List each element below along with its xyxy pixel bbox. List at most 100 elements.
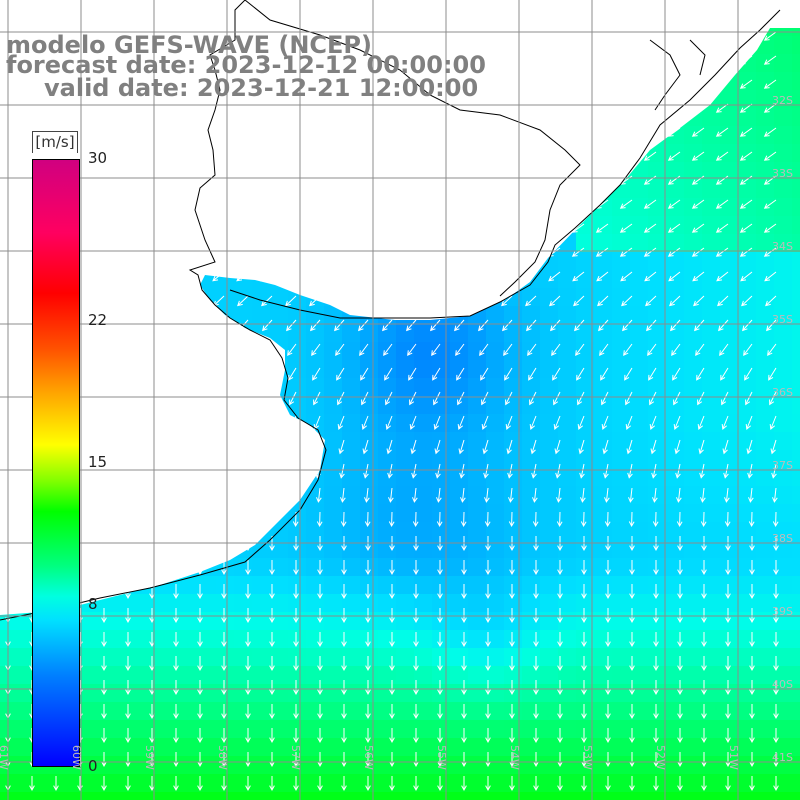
speed-cell	[756, 504, 775, 523]
speed-cell	[522, 306, 541, 325]
speed-cell	[558, 252, 577, 271]
speed-cell	[702, 450, 721, 469]
speed-cell	[288, 684, 307, 703]
wind-arrow	[460, 487, 466, 503]
wind-arrow	[553, 415, 561, 430]
speed-cell	[234, 630, 253, 649]
speed-cell	[594, 234, 613, 253]
speed-cell	[594, 306, 613, 325]
speed-cell	[702, 720, 721, 739]
speed-cell	[738, 144, 757, 163]
speed-cell	[792, 648, 800, 667]
speed-cell	[324, 342, 343, 361]
speed-cell	[504, 594, 523, 613]
speed-cell	[720, 684, 739, 703]
speed-cell	[198, 666, 217, 685]
speed-cell	[360, 522, 379, 541]
speed-cell	[378, 720, 397, 739]
speed-cell	[522, 576, 541, 595]
speed-cell	[108, 756, 127, 775]
speed-cell	[756, 216, 775, 235]
speed-cell	[486, 576, 505, 595]
wind-arrow	[313, 415, 321, 430]
wind-arrow	[437, 608, 443, 624]
speed-cell	[630, 342, 649, 361]
speed-cell	[198, 630, 217, 649]
speed-cell	[252, 774, 271, 793]
speed-cell	[486, 450, 505, 469]
wind-arrow	[77, 776, 83, 792]
speed-cell	[360, 594, 379, 613]
speed-cell	[324, 648, 343, 667]
speed-cell	[666, 558, 685, 577]
wind-arrow	[650, 439, 657, 455]
speed-cell	[594, 378, 613, 397]
speed-cell	[540, 288, 559, 307]
speed-cell	[126, 612, 145, 631]
speed-cell	[342, 432, 361, 451]
speed-cell	[594, 576, 613, 595]
speed-cell	[540, 414, 559, 433]
speed-cell	[324, 774, 343, 793]
speed-cell	[180, 594, 199, 613]
speed-cell	[0, 774, 19, 793]
speed-cell	[720, 432, 739, 451]
speed-cell	[648, 252, 667, 271]
speed-cell	[234, 576, 253, 595]
wind-arrow	[605, 632, 611, 648]
wind-arrow	[341, 680, 347, 696]
wind-arrow	[749, 680, 755, 696]
speed-cell	[666, 396, 685, 415]
speed-cell	[252, 792, 271, 800]
wind-arrow	[629, 632, 635, 648]
speed-cell	[180, 630, 199, 649]
wind-arrow	[677, 680, 683, 696]
wind-arrow	[365, 680, 371, 696]
wind-arrow	[269, 752, 275, 768]
speed-cell	[288, 756, 307, 775]
speed-cell	[720, 324, 739, 343]
speed-cell	[576, 432, 595, 451]
speed-cell	[396, 522, 415, 541]
valid-date: valid date: 2023-12-21 12:00:00	[44, 74, 479, 102]
speed-cell	[396, 774, 415, 793]
speed-cell	[594, 594, 613, 613]
wind-arrow	[481, 391, 489, 406]
speed-cell	[414, 702, 433, 721]
wind-arrow	[643, 151, 657, 161]
wind-arrow	[691, 175, 705, 185]
speed-cell	[720, 288, 739, 307]
wind-arrow	[384, 367, 393, 381]
latitude-label: 38S	[772, 532, 793, 545]
speed-cell	[792, 144, 800, 163]
wind-arrow	[173, 632, 179, 648]
wind-arrow	[629, 752, 635, 768]
wind-arrow	[461, 704, 467, 720]
speed-cell	[468, 360, 487, 379]
speed-cell	[342, 486, 361, 505]
speed-cell	[414, 522, 433, 541]
speed-cell	[630, 396, 649, 415]
speed-cell	[324, 576, 343, 595]
wind-arrow	[773, 728, 779, 744]
speed-cell	[450, 576, 469, 595]
speed-cell	[648, 396, 667, 415]
speed-cell	[702, 306, 721, 325]
speed-cell	[612, 414, 631, 433]
speed-cell	[756, 576, 775, 595]
speed-cell	[126, 666, 145, 685]
speed-cell	[648, 414, 667, 433]
wind-arrow	[221, 728, 227, 744]
wind-arrow	[339, 463, 345, 479]
speed-cell	[756, 90, 775, 109]
wind-arrow	[725, 560, 731, 576]
speed-cell	[666, 378, 685, 397]
wind-arrow	[602, 439, 609, 455]
speed-cell	[180, 756, 199, 775]
latitude-label: 41S	[772, 751, 793, 764]
speed-cell	[720, 162, 739, 181]
wind-arrow	[648, 367, 657, 381]
speed-cell	[702, 144, 721, 163]
speed-cell	[738, 774, 757, 793]
speed-cell	[252, 540, 271, 559]
